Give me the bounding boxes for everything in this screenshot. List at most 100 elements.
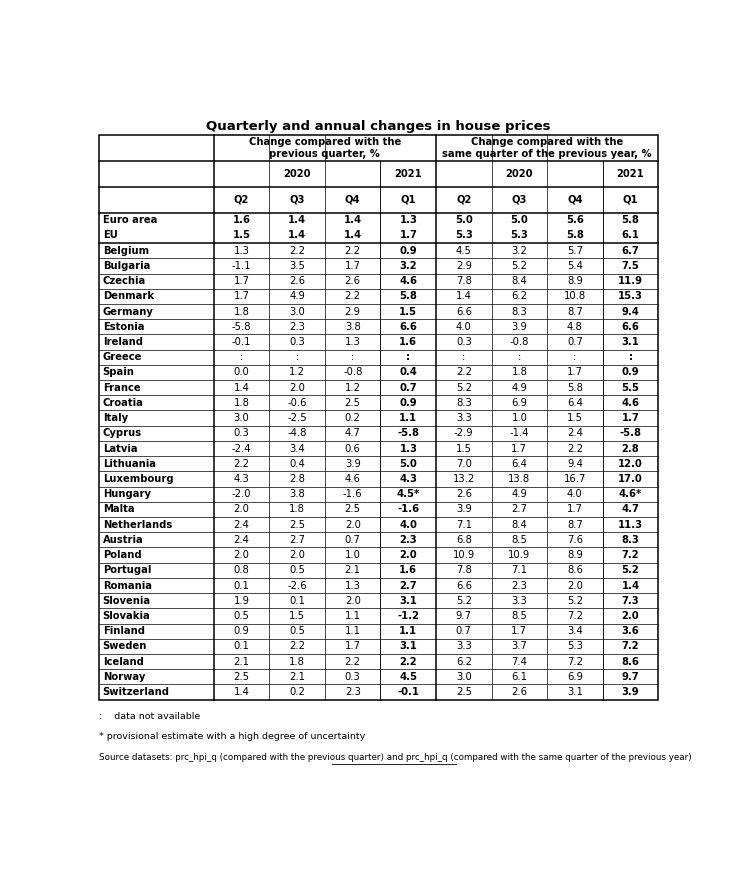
Text: 2.8: 2.8 <box>621 443 639 454</box>
Text: 0.2: 0.2 <box>345 413 361 423</box>
Text: 10.9: 10.9 <box>508 550 531 560</box>
Text: 2.0: 2.0 <box>289 550 305 560</box>
Text: 3.9: 3.9 <box>456 505 471 514</box>
Text: 1.8: 1.8 <box>289 656 305 667</box>
Text: 4.0: 4.0 <box>456 322 471 332</box>
Text: 5.4: 5.4 <box>567 261 583 271</box>
Text: 1.8: 1.8 <box>511 368 528 377</box>
Text: 4.7: 4.7 <box>621 505 639 514</box>
Text: 0.3: 0.3 <box>345 672 361 682</box>
Text: 16.7: 16.7 <box>564 474 586 484</box>
Text: 1.4: 1.4 <box>456 292 471 301</box>
Text: 8.3: 8.3 <box>511 306 527 317</box>
Text: 5.3: 5.3 <box>567 642 583 651</box>
Text: :    data not available: : data not available <box>99 711 200 721</box>
Text: 2.5: 2.5 <box>344 505 361 514</box>
Text: 6.1: 6.1 <box>511 672 528 682</box>
Text: 1.7: 1.7 <box>567 368 583 377</box>
Text: 2.6: 2.6 <box>511 687 528 697</box>
Text: 7.2: 7.2 <box>621 642 639 651</box>
Text: Source datasets: prc_hpi_q (compared with the previous quarter) and prc_hpi_q (c: Source datasets: prc_hpi_q (compared wit… <box>99 753 692 762</box>
Text: * provisional estimate with a high degree of uncertainty: * provisional estimate with a high degre… <box>99 732 366 741</box>
Text: Q3: Q3 <box>290 195 305 204</box>
Text: 8.9: 8.9 <box>567 550 583 560</box>
Text: Netherlands: Netherlands <box>103 519 172 530</box>
Text: 1.7: 1.7 <box>567 505 583 514</box>
Text: 6.6: 6.6 <box>456 306 471 317</box>
Text: Denmark: Denmark <box>103 292 154 301</box>
Text: 3.3: 3.3 <box>511 595 527 606</box>
Text: 0.9: 0.9 <box>621 368 639 377</box>
Text: 5.8: 5.8 <box>399 292 418 301</box>
Text: 2020: 2020 <box>505 168 533 179</box>
Text: 2.4: 2.4 <box>567 429 583 438</box>
Text: 2.3: 2.3 <box>511 581 528 590</box>
Text: :: : <box>296 352 299 362</box>
Text: 2.5: 2.5 <box>344 398 361 408</box>
Text: Czechia: Czechia <box>103 276 146 286</box>
Text: -5.8: -5.8 <box>232 322 251 332</box>
Text: 4.5: 4.5 <box>399 672 418 682</box>
Text: 1.3: 1.3 <box>399 216 418 225</box>
Text: Austria: Austria <box>103 535 143 545</box>
Text: 5.3: 5.3 <box>511 230 528 240</box>
Text: 2.2: 2.2 <box>400 656 417 667</box>
Text: 1.6: 1.6 <box>399 337 418 347</box>
Text: 3.0: 3.0 <box>289 306 305 317</box>
Text: -2.4: -2.4 <box>232 443 251 454</box>
Text: 3.1: 3.1 <box>567 687 583 697</box>
Text: :: : <box>462 352 466 362</box>
Text: 8.5: 8.5 <box>511 611 528 621</box>
Text: 0.8: 0.8 <box>234 566 250 575</box>
Text: Q1: Q1 <box>401 195 416 204</box>
Text: 2021: 2021 <box>395 168 422 179</box>
Text: 3.1: 3.1 <box>399 642 418 651</box>
Text: 4.0: 4.0 <box>399 519 418 530</box>
Text: 4.3: 4.3 <box>399 474 418 484</box>
Text: Switzerland: Switzerland <box>103 687 170 697</box>
Text: Quarterly and annual changes in house prices: Quarterly and annual changes in house pr… <box>206 120 551 133</box>
Text: 7.5: 7.5 <box>621 261 639 271</box>
Text: 0.2: 0.2 <box>289 687 305 697</box>
Text: Greece: Greece <box>103 352 142 362</box>
Text: 0.0: 0.0 <box>234 368 250 377</box>
Text: 2.4: 2.4 <box>234 535 250 545</box>
Text: Bulgaria: Bulgaria <box>103 261 150 271</box>
Text: 0.1: 0.1 <box>234 642 250 651</box>
Text: 2.7: 2.7 <box>289 535 305 545</box>
Text: 7.8: 7.8 <box>456 566 471 575</box>
Text: 8.4: 8.4 <box>511 519 527 530</box>
Text: -0.1: -0.1 <box>232 337 251 347</box>
Text: -2.9: -2.9 <box>454 429 474 438</box>
Text: 2.5: 2.5 <box>234 672 250 682</box>
Text: 4.9: 4.9 <box>511 382 528 393</box>
Text: 5.0: 5.0 <box>455 216 473 225</box>
Text: Euro area: Euro area <box>103 216 157 225</box>
Text: 4.3: 4.3 <box>234 474 250 484</box>
Text: 9.4: 9.4 <box>621 306 639 317</box>
Text: 3.7: 3.7 <box>511 642 528 651</box>
Text: -2.5: -2.5 <box>287 413 307 423</box>
Text: -5.8: -5.8 <box>398 429 419 438</box>
Text: 0.7: 0.7 <box>567 337 583 347</box>
Text: France: France <box>103 382 140 393</box>
Text: 5.6: 5.6 <box>566 216 584 225</box>
Text: 0.5: 0.5 <box>234 611 250 621</box>
Text: 2.6: 2.6 <box>344 276 361 286</box>
Text: 1.4: 1.4 <box>288 230 306 240</box>
Text: Change compared with the
previous quarter, %: Change compared with the previous quarte… <box>249 137 401 159</box>
Text: Germany: Germany <box>103 306 154 317</box>
Text: 3.3: 3.3 <box>456 413 471 423</box>
Text: -0.1: -0.1 <box>398 687 419 697</box>
Text: Italy: Italy <box>103 413 128 423</box>
Text: 1.8: 1.8 <box>234 398 250 408</box>
Text: Portugal: Portugal <box>103 566 151 575</box>
Text: 5.7: 5.7 <box>567 245 583 256</box>
Text: 2.2: 2.2 <box>289 642 305 651</box>
Text: Slovakia: Slovakia <box>103 611 151 621</box>
Text: 1.7: 1.7 <box>344 642 361 651</box>
Text: 3.8: 3.8 <box>289 489 305 499</box>
Text: 2.8: 2.8 <box>289 474 305 484</box>
Text: 4.9: 4.9 <box>289 292 305 301</box>
Text: 2.2: 2.2 <box>234 458 250 469</box>
